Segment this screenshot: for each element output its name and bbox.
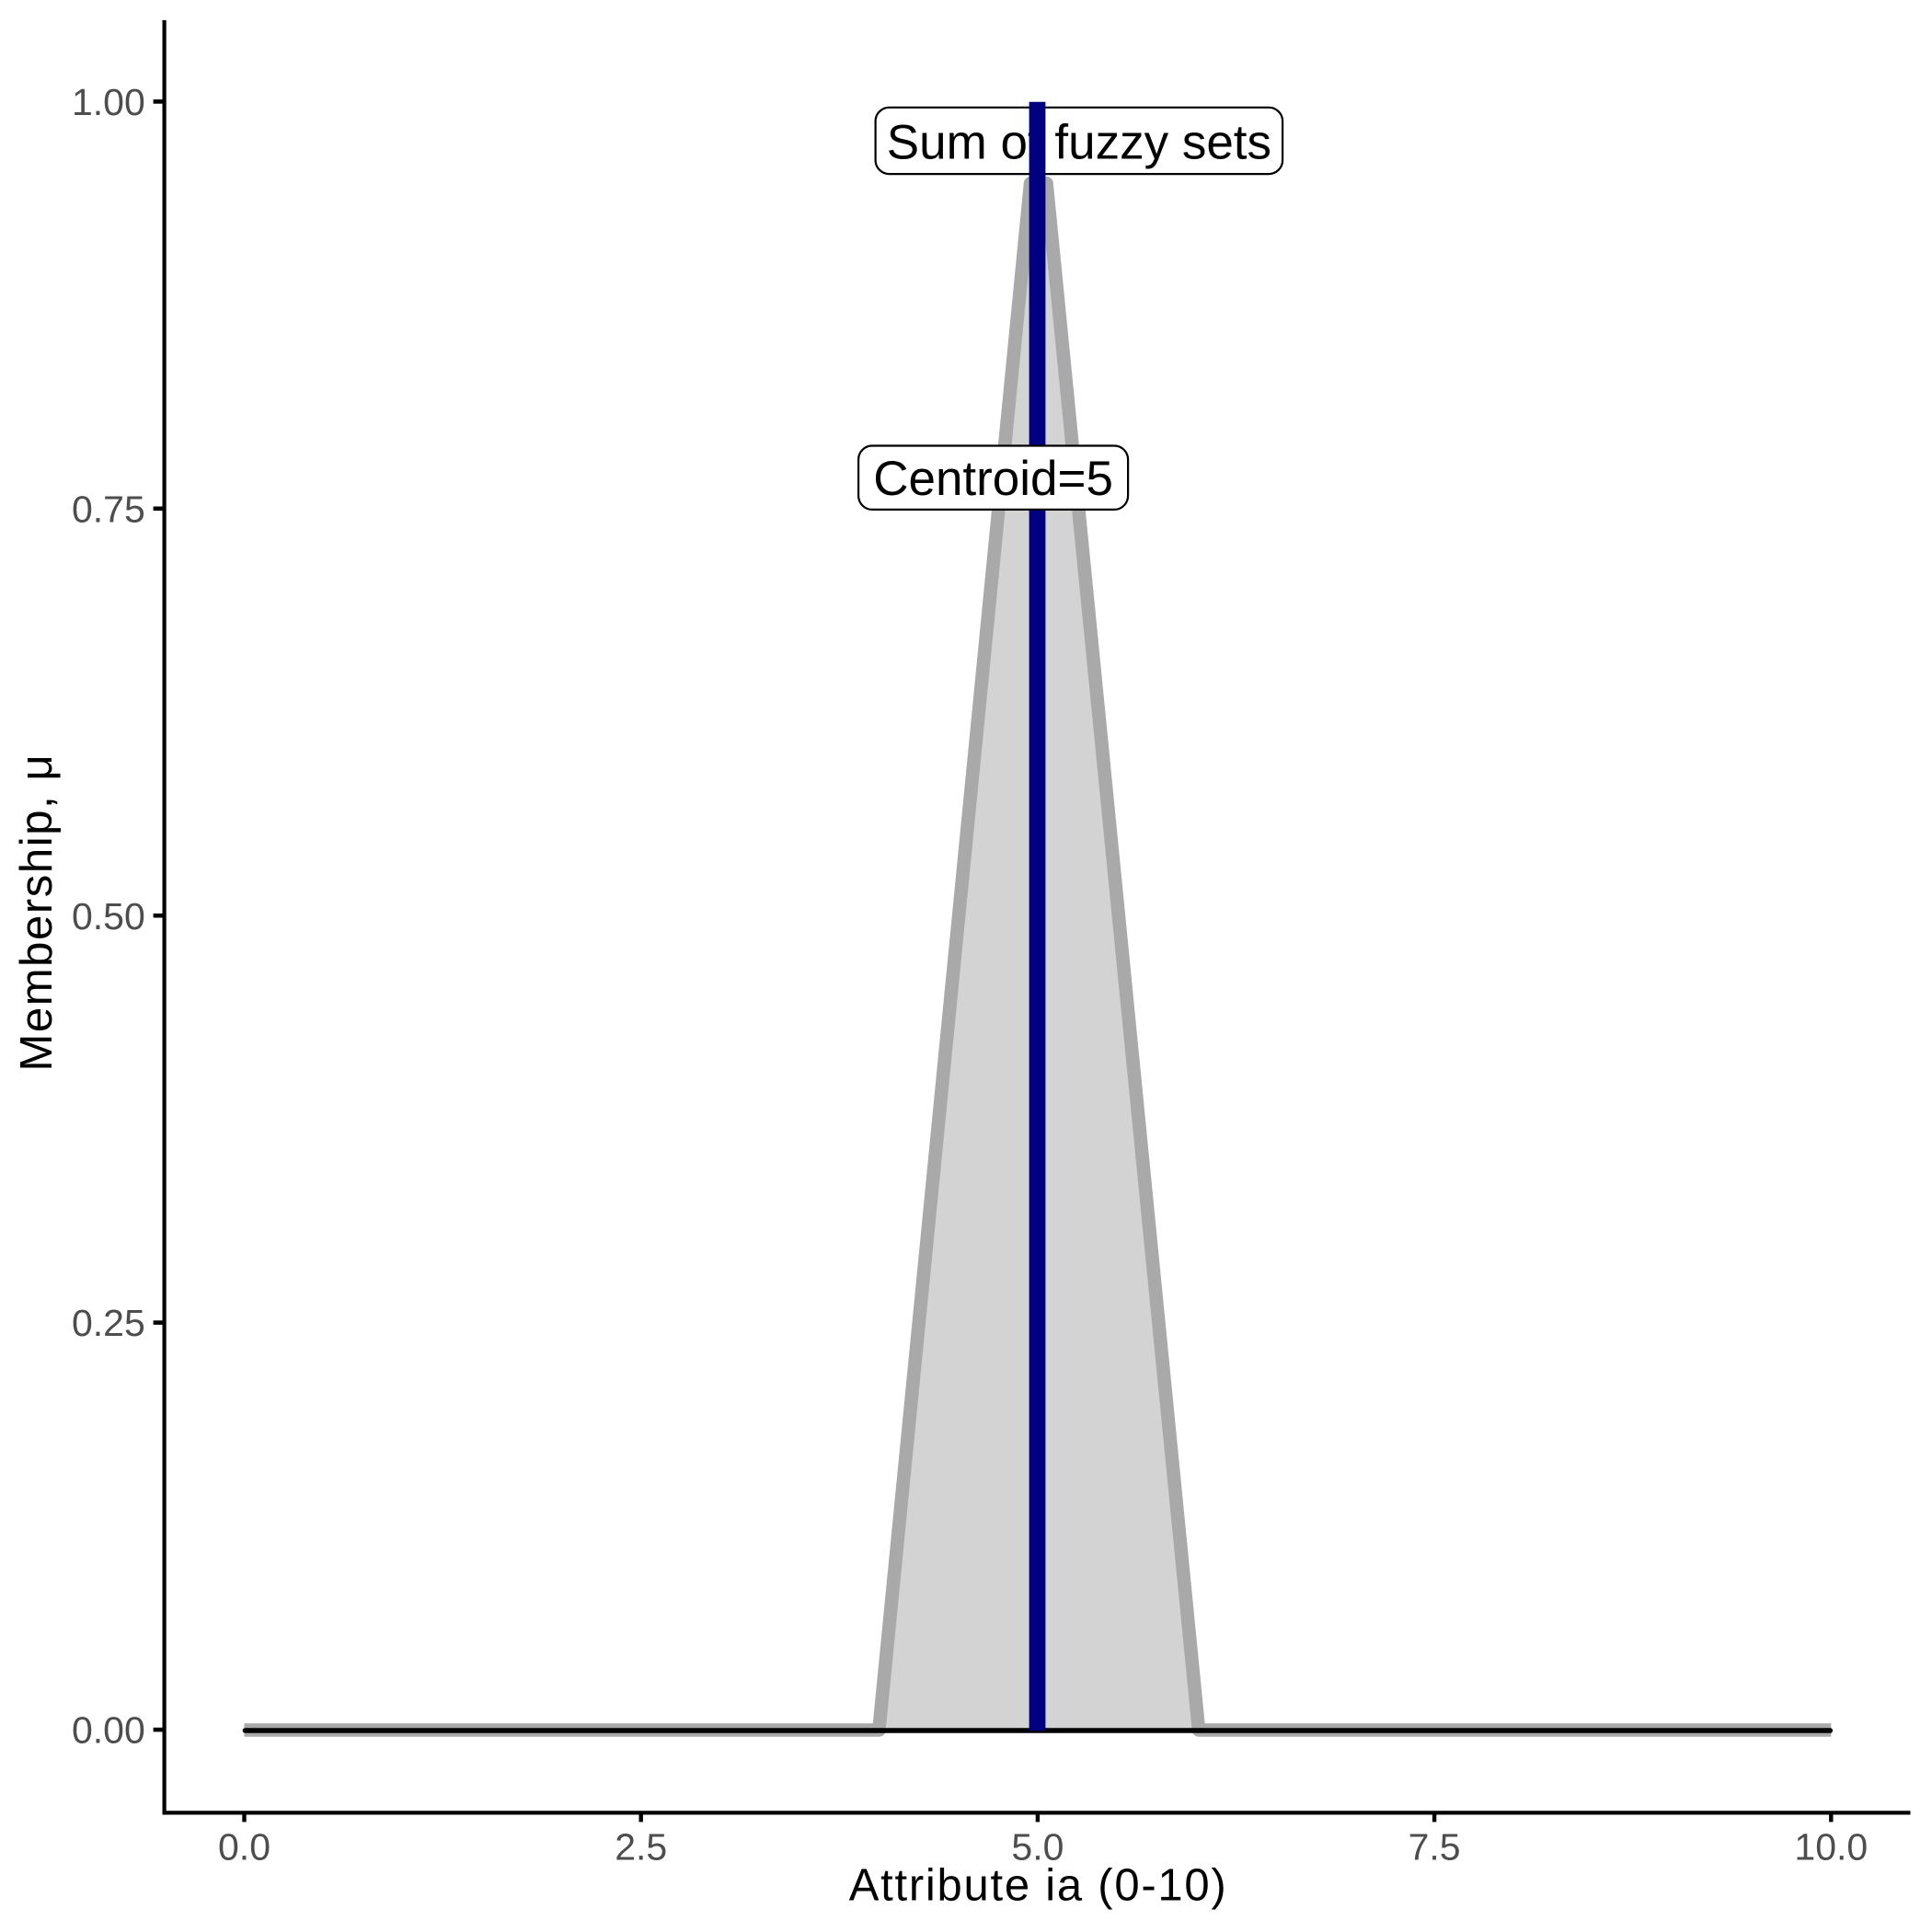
svg-text:2.5: 2.5 xyxy=(615,1826,667,1869)
svg-text:Attribute ia (0-10): Attribute ia (0-10) xyxy=(849,1861,1228,1911)
svg-text:1.00: 1.00 xyxy=(72,81,145,123)
svg-text:Centroid=5: Centroid=5 xyxy=(873,452,1113,506)
svg-text:0.0: 0.0 xyxy=(218,1826,270,1869)
svg-text:0.50: 0.50 xyxy=(72,895,145,937)
svg-text:0.25: 0.25 xyxy=(72,1302,145,1344)
svg-text:7.5: 7.5 xyxy=(1409,1826,1461,1869)
svg-text:Membership, μ: Membership, μ xyxy=(12,753,62,1072)
svg-text:Sum of fuzzy sets: Sum of fuzzy sets xyxy=(887,116,1271,170)
svg-text:10.0: 10.0 xyxy=(1794,1826,1868,1869)
svg-text:0.00: 0.00 xyxy=(72,1709,145,1752)
svg-text:0.75: 0.75 xyxy=(72,488,145,530)
svg-text:5.0: 5.0 xyxy=(1011,1826,1064,1869)
